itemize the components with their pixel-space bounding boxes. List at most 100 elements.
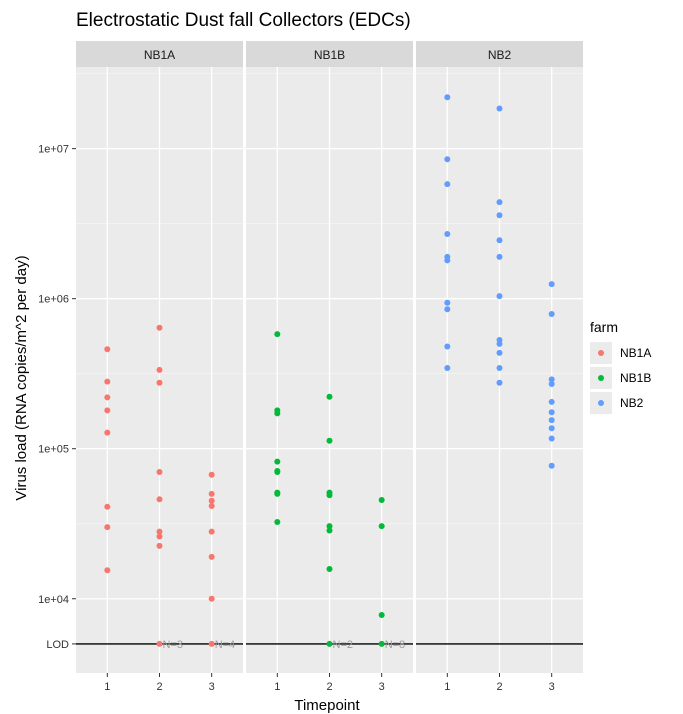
facet-strip: [76, 41, 243, 67]
legend-item-nb2: NB2: [590, 392, 644, 414]
data-point: [548, 425, 555, 432]
y-tick-label: 1e+06: [38, 294, 69, 306]
data-point: [496, 212, 503, 219]
data-point: [326, 565, 333, 572]
data-point: [156, 542, 163, 549]
x-tick-label: 1: [444, 681, 450, 693]
data-point: [378, 611, 385, 618]
legend-label: NB1B: [620, 371, 651, 385]
data-point: [548, 417, 555, 424]
data-point: [548, 281, 555, 288]
data-point: [548, 376, 555, 383]
data-point: [104, 429, 111, 436]
data-point: [496, 237, 503, 244]
y-axis: 1e+04 1e+05 1e+06 1e+07 LOD: [38, 144, 76, 651]
data-point: [156, 324, 163, 331]
data-point: [496, 349, 503, 356]
data-point: [548, 398, 555, 405]
data-point: [444, 365, 451, 372]
legend-title: farm: [590, 319, 618, 335]
x-tick-label: 1: [104, 681, 110, 693]
data-point: [156, 468, 163, 475]
data-point: [274, 468, 281, 475]
chart-title: Electrostatic Dust fall Collectors (EDCs…: [76, 10, 411, 31]
y-tick-label: 1e+07: [38, 144, 69, 156]
facet-strip-label: NB1A: [144, 48, 175, 62]
data-point: [208, 503, 215, 510]
facet-strip: [246, 41, 413, 67]
data-point: [326, 393, 333, 400]
facet-panel-nb1a: NB1A N=3 N=4: [76, 41, 243, 673]
data-point: [104, 524, 111, 531]
y-tick-label: 1e+05: [38, 444, 69, 456]
data-point: [548, 462, 555, 469]
legend-swatch: [598, 400, 604, 406]
data-point: [496, 365, 503, 372]
legend-swatch: [598, 350, 604, 356]
facet-panel-nb1b: NB1B N=2 N=8: [246, 41, 413, 673]
facet-strip-label: NB1B: [314, 48, 345, 62]
x-axis: 1 2 3 1 2 3 1 2 3: [104, 673, 555, 693]
x-axis-title: Timepoint: [294, 697, 360, 714]
data-point: [104, 378, 111, 385]
data-point: [274, 331, 281, 338]
data-point: [326, 492, 333, 499]
data-point: [104, 567, 111, 574]
data-point: [378, 497, 385, 504]
data-point: [378, 640, 385, 647]
facet-panels: NB1A N=3 N=4 NB1B N=2 N=8 NB2: [76, 41, 583, 673]
count-annotation: N=4: [215, 639, 236, 651]
data-point: [208, 490, 215, 497]
data-point: [156, 366, 163, 373]
legend-label: NB1A: [620, 346, 651, 360]
data-point: [496, 340, 503, 347]
x-tick-label: 3: [379, 681, 385, 693]
data-point: [156, 496, 163, 503]
data-point: [496, 105, 503, 112]
data-point: [548, 409, 555, 416]
data-point: [326, 527, 333, 534]
data-point: [208, 528, 215, 535]
data-point: [548, 435, 555, 442]
legend-item-nb1b: NB1B: [590, 367, 651, 389]
count-annotation: N=2: [333, 639, 354, 651]
data-point: [548, 380, 555, 387]
x-tick-label: 2: [326, 681, 332, 693]
data-point: [496, 253, 503, 260]
data-point: [444, 156, 451, 163]
data-point: [444, 94, 451, 101]
data-point: [548, 311, 555, 318]
facet-strip: [416, 41, 583, 67]
data-point: [208, 497, 215, 504]
x-tick-label: 3: [209, 681, 215, 693]
count-annotation: N=3: [163, 639, 184, 651]
data-point: [444, 306, 451, 313]
data-point: [326, 523, 333, 530]
facet-strip-label: NB2: [488, 48, 512, 62]
data-point: [274, 490, 281, 497]
data-point: [444, 299, 451, 306]
legend-swatch: [598, 375, 604, 381]
data-point: [378, 523, 385, 530]
x-tick-label: 1: [274, 681, 280, 693]
data-point: [208, 595, 215, 602]
data-point: [274, 518, 281, 525]
data-point: [444, 343, 451, 350]
data-point: [208, 471, 215, 478]
x-tick-label: 3: [549, 681, 555, 693]
y-tick-label: LOD: [46, 639, 69, 651]
data-point: [156, 640, 163, 647]
data-point: [326, 640, 333, 647]
legend-label: NB2: [620, 396, 644, 410]
data-point: [208, 640, 215, 647]
data-point: [104, 346, 111, 353]
data-point: [156, 379, 163, 386]
data-point: [274, 458, 281, 465]
data-point: [444, 230, 451, 237]
y-tick-label: 1e+04: [38, 594, 69, 606]
data-point: [104, 503, 111, 510]
x-tick-label: 2: [496, 681, 502, 693]
count-annotation: N=8: [385, 639, 406, 651]
